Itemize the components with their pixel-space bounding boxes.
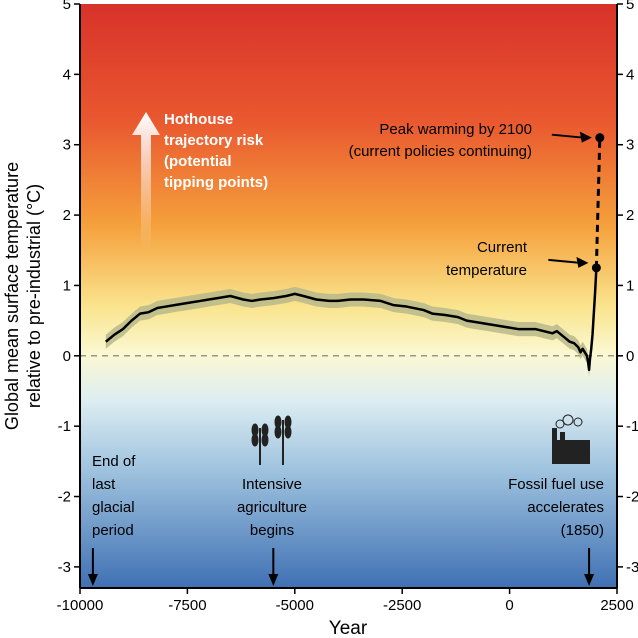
x-tick-label: -7500 <box>168 597 206 614</box>
event-glacial: End of last glacial period <box>92 453 136 539</box>
marker-arrowhead-0 <box>576 256 589 268</box>
current-label-line2: temperature <box>446 262 527 279</box>
marker-arrowhead-1 <box>579 131 592 143</box>
y-tick-label-right: 1 <box>626 277 634 294</box>
y-tick-label-left: -2 <box>58 489 71 506</box>
event-glacial-line3: glacial <box>92 499 135 516</box>
y-tick-label-left: 0 <box>63 348 71 365</box>
y-tick-label-right: -3 <box>626 559 638 576</box>
factory-icon <box>552 414 590 464</box>
marker-arrow-1 <box>551 133 584 139</box>
up-arrow-icon <box>132 112 160 250</box>
event-fossil: Fossil fuel use accelerates (1850) <box>508 414 604 539</box>
event-agri-line1: Intensive <box>242 476 302 493</box>
current-annotation: Current temperature <box>446 239 528 279</box>
marker-point-1 <box>595 133 605 143</box>
y-tick-label-left: -1 <box>58 418 71 435</box>
event-agri-line2: agriculture <box>237 499 307 516</box>
y-tick-label-left: -3 <box>58 559 71 576</box>
projection-dashed-line <box>594 137 602 268</box>
x-tick-label: 0 <box>505 597 513 614</box>
event-fossil-line3: (1850) <box>561 522 604 539</box>
peak-label-line2: (current policies continuing) <box>349 143 532 160</box>
event-glacial-line4: period <box>92 522 134 539</box>
hothouse-line4: tipping points) <box>164 174 268 191</box>
event-glacial-line1: End of <box>92 453 136 470</box>
wheat-icon <box>251 415 292 465</box>
event-glacial-line2: last <box>92 476 116 493</box>
y-tick-label-right: -1 <box>626 418 638 435</box>
y-tick-label-left: 3 <box>63 137 71 154</box>
hothouse-line2: trajectory risk <box>164 132 264 149</box>
peak-annotation: Peak warming by 2100 (current policies c… <box>349 121 532 160</box>
event-agriculture: Intensive agriculture begins <box>237 415 307 539</box>
y-tick-label-left: 4 <box>63 66 71 83</box>
y-axis-label-line2: relative to pre-industrial (°C) <box>24 184 44 408</box>
event-arrowhead-1 <box>268 574 279 586</box>
hothouse-annotation: Hothouse trajectory risk (potential tipp… <box>132 111 268 250</box>
y-axis-label-line1: Global mean surface temperature <box>2 162 22 430</box>
y-tick-label-right: 0 <box>626 348 634 365</box>
y-tick-label-right: 5 <box>626 0 634 13</box>
uncertainty-band <box>105 260 597 377</box>
x-tick-label: -5000 <box>276 597 314 614</box>
x-tick-label: -10000 <box>57 597 104 614</box>
y-tick-label-right: 2 <box>626 207 634 224</box>
x-axis-label: Year <box>329 618 368 638</box>
event-arrowhead-0 <box>87 574 98 586</box>
hothouse-line3: (potential <box>164 153 232 170</box>
marker-point-0 <box>591 263 601 273</box>
temperature-line <box>104 267 598 372</box>
peak-label-line1: Peak warming by 2100 <box>379 121 532 138</box>
marker-arrow-0 <box>548 258 581 264</box>
event-arrowhead-2 <box>584 574 595 586</box>
event-fossil-line2: accelerates <box>527 499 604 516</box>
y-tick-label-right: 4 <box>626 66 634 83</box>
y-tick-label-left: 2 <box>63 207 71 224</box>
current-label-line1: Current <box>477 239 528 256</box>
x-tick-label: -2500 <box>383 597 421 614</box>
y-tick-label-right: 3 <box>626 137 634 154</box>
hothouse-line1: Hothouse <box>164 111 233 128</box>
event-agri-line3: begins <box>250 522 294 539</box>
x-tick-label: 2500 <box>600 597 633 614</box>
y-tick-label-right: -2 <box>626 489 638 506</box>
y-tick-label-left: 5 <box>63 0 71 13</box>
y-tick-label-left: 1 <box>63 277 71 294</box>
event-fossil-line1: Fossil fuel use <box>508 476 604 493</box>
